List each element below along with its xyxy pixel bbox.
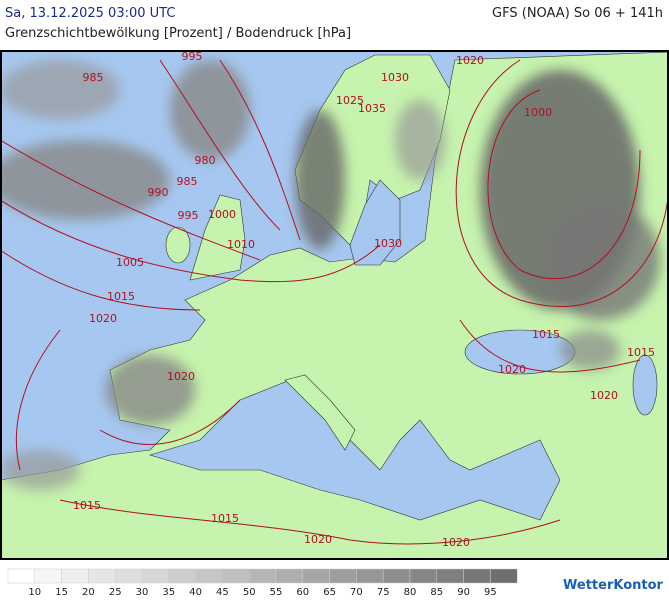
datetime: Sa, 13.12.2025 03:00 UTC bbox=[5, 6, 176, 21]
legend-label: 10 bbox=[28, 587, 41, 598]
legend-swatch bbox=[302, 568, 330, 584]
legend-swatch bbox=[88, 568, 116, 584]
legend-label: 95 bbox=[484, 587, 497, 598]
isobar-label: 1000 bbox=[208, 208, 236, 221]
inland-seas bbox=[148, 179, 658, 521]
isobar-label: 1020 bbox=[456, 54, 484, 67]
isobar-label: 1015 bbox=[73, 499, 101, 512]
isobar-label: 1020 bbox=[498, 363, 526, 376]
legend-swatch bbox=[168, 568, 196, 584]
legend-swatch bbox=[248, 568, 277, 584]
isobar-label: 990 bbox=[148, 186, 169, 199]
legend-swatch bbox=[222, 568, 250, 584]
legend-label: 60 bbox=[296, 587, 309, 598]
isobar-label: 985 bbox=[177, 175, 198, 188]
legend-label: 85 bbox=[430, 587, 443, 598]
legend-label: 70 bbox=[350, 587, 363, 598]
legend-label: 40 bbox=[189, 587, 202, 598]
isobar-label: 1020 bbox=[89, 312, 117, 325]
isobar-label: 1035 bbox=[358, 102, 386, 115]
legend-swatch bbox=[61, 568, 89, 584]
legend-label: 45 bbox=[216, 587, 229, 598]
isobar-label: 995 bbox=[182, 50, 203, 63]
legend-label: 65 bbox=[323, 587, 336, 598]
legend-swatch bbox=[436, 568, 464, 584]
isobar-label: 1020 bbox=[304, 533, 332, 546]
isobar-label: 1005 bbox=[116, 256, 144, 269]
model-run: GFS (NOAA) So 06 + 141h bbox=[492, 6, 663, 21]
legend-swatch bbox=[382, 568, 411, 584]
isobar-label: 1020 bbox=[590, 389, 618, 402]
clouds bbox=[1, 60, 660, 490]
isobar-label: 1025 bbox=[336, 94, 364, 107]
legend-swatch bbox=[141, 568, 170, 584]
legend-label: 75 bbox=[377, 587, 390, 598]
legend-swatch bbox=[463, 568, 491, 584]
legend-swatch bbox=[329, 568, 357, 584]
isobar-label: 1010 bbox=[227, 238, 255, 251]
legend-swatch bbox=[7, 568, 36, 584]
legend-label: 55 bbox=[270, 587, 283, 598]
legend-swatch bbox=[409, 568, 438, 584]
isobar-label: 1015 bbox=[107, 290, 135, 303]
legend-label: 35 bbox=[162, 587, 175, 598]
legend: 10 15 20 25 30 35 40 45 50 55 60 65 70 75 80 85 90 95 bbox=[7, 568, 518, 598]
legend-label: 25 bbox=[109, 587, 122, 598]
legend-label: 30 bbox=[136, 587, 149, 598]
isobar-label: 1015 bbox=[211, 512, 239, 525]
legend-swatch bbox=[490, 568, 518, 584]
legend-label: 20 bbox=[82, 587, 95, 598]
isobar-label: 1015 bbox=[532, 328, 560, 341]
legend-swatch bbox=[114, 568, 143, 584]
isobar-label: 1020 bbox=[442, 536, 470, 549]
map-title: Grenzschichtbewölkung [Prozent] / Bodend… bbox=[5, 26, 352, 41]
brand-logo: WetterKontor bbox=[563, 578, 664, 593]
isobar-label: 980 bbox=[195, 154, 216, 167]
legend-swatch bbox=[195, 568, 223, 584]
legend-swatch bbox=[34, 568, 62, 584]
legend-swatch bbox=[356, 568, 384, 584]
legend-label: 80 bbox=[404, 587, 417, 598]
isobar-label: 1020 bbox=[167, 370, 195, 383]
isobar-label: 1000 bbox=[524, 106, 552, 119]
isobar-label: 1030 bbox=[374, 237, 402, 250]
legend-label: 15 bbox=[55, 587, 68, 598]
isobar-label: 995 bbox=[178, 209, 199, 222]
legend-swatch bbox=[275, 568, 304, 584]
legend-label: 90 bbox=[457, 587, 470, 598]
isobar-label: 1015 bbox=[627, 346, 655, 359]
map-frame bbox=[0, 50, 669, 560]
isobars bbox=[1, 59, 668, 545]
isobar-label: 985 bbox=[83, 71, 104, 84]
legend-label: 50 bbox=[243, 587, 256, 598]
isobar-label: 1030 bbox=[381, 71, 409, 84]
